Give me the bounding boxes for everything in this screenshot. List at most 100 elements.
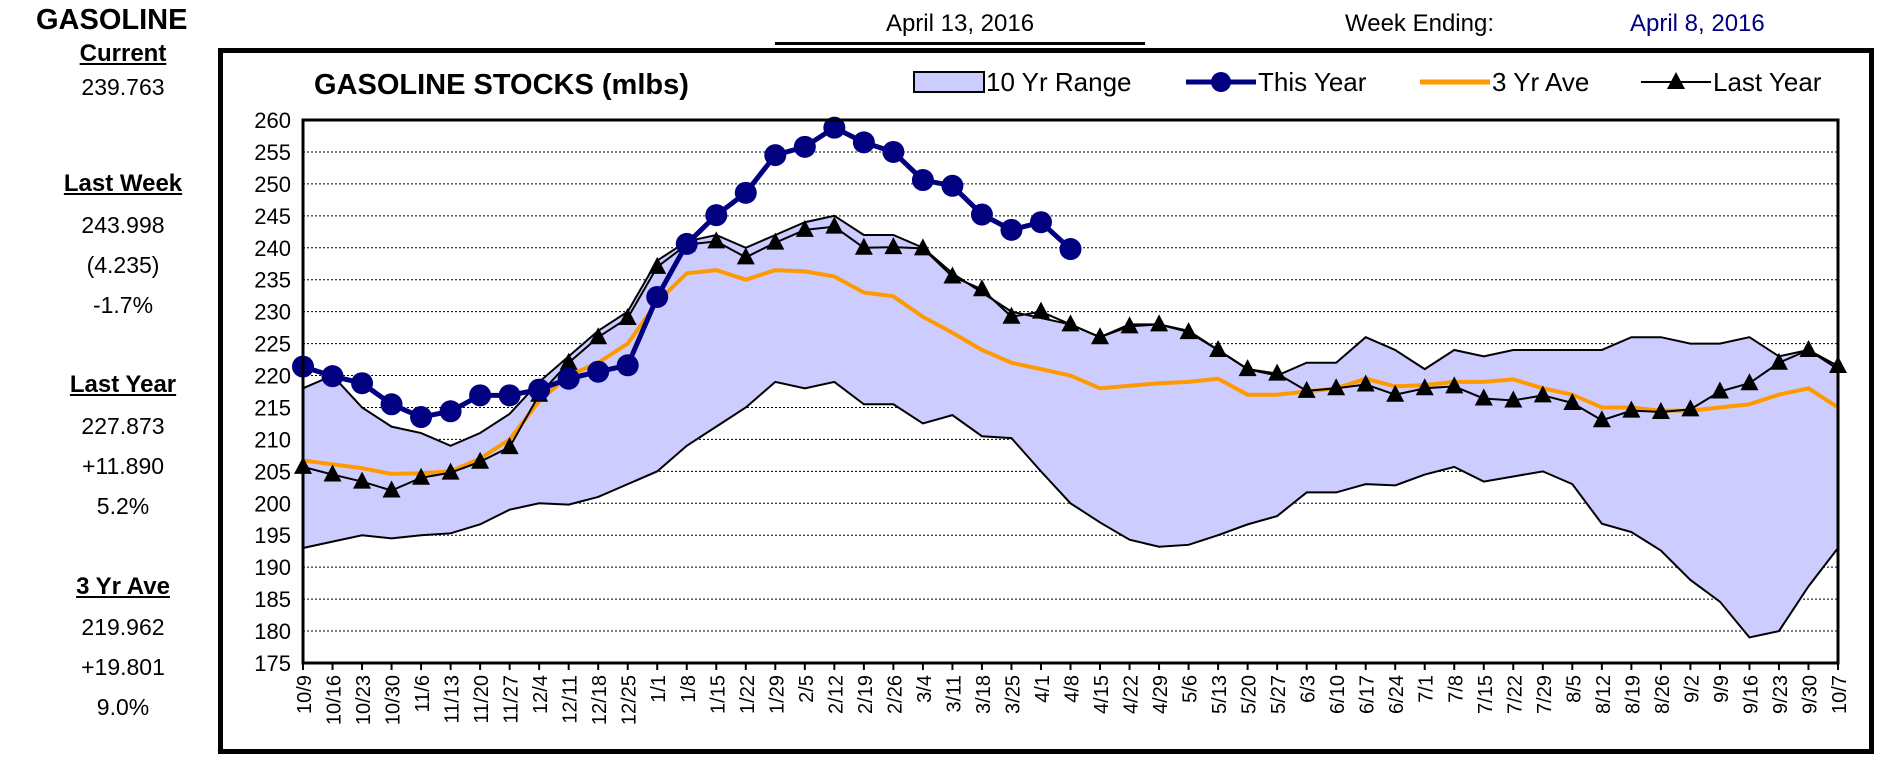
x-tick-label: 4/22: [1121, 675, 1143, 714]
last-year-point: [913, 238, 932, 256]
x-tick-label: 7/29: [1534, 675, 1556, 714]
last-year-point: [353, 471, 372, 489]
this-year-point: [882, 140, 905, 163]
y-tick-label: 210: [254, 427, 291, 452]
x-tick-label: 11/27: [501, 675, 523, 724]
this-year-point: [675, 232, 698, 255]
last-year-point: [441, 462, 460, 480]
y-tick-label: 200: [254, 491, 291, 516]
last-year-point: [1651, 401, 1670, 419]
x-tick-label: 8/12: [1593, 675, 1615, 714]
x-tick-label: 3/18: [973, 675, 995, 714]
x-tick-label: 6/3: [1298, 675, 1320, 703]
x-tick-label: 6/24: [1386, 675, 1408, 714]
legend-swatch-range: [913, 71, 985, 93]
last-year-point: [1504, 390, 1523, 408]
last-year-value: 227.873: [81, 413, 165, 439]
x-tick-label: 3/25: [1002, 675, 1024, 714]
last-year-point: [1031, 301, 1050, 319]
last-year-point: [1710, 381, 1729, 399]
last-year-point: [1622, 400, 1641, 418]
legend-marker-this-year: [1211, 72, 1231, 92]
last-year-point: [1150, 314, 1169, 332]
last-week-change: (4.235): [86, 252, 160, 278]
this-year-point: [646, 285, 669, 308]
x-tick-label: 1/29: [766, 675, 788, 714]
x-tick-label: 5/13: [1209, 675, 1231, 714]
y-tick-label: 205: [254, 459, 291, 484]
week-ending-label: Week Ending:: [1345, 10, 1494, 37]
last-year-point: [1769, 352, 1788, 370]
last-year-point: [972, 279, 991, 297]
this-year-point: [1059, 238, 1082, 261]
y-tick-label: 195: [254, 523, 291, 548]
this-year-point: [941, 174, 964, 197]
x-tick-label: 8/19: [1622, 675, 1644, 714]
last-year-point: [1415, 378, 1434, 396]
three-yr-label: 3 Yr Ave: [76, 573, 170, 600]
last-year-point: [1120, 316, 1139, 334]
last-year-point: [795, 219, 814, 237]
three-yr-pct: 9.0%: [96, 694, 150, 720]
x-tick-label: 3/4: [914, 675, 936, 703]
this-year-point: [616, 354, 639, 377]
last-year-change: +11.890: [81, 453, 165, 479]
legend-marker-last-year: [1667, 72, 1685, 89]
x-tick-label: 9/30: [1799, 675, 1821, 714]
three-yr-change: +19.801: [81, 654, 165, 680]
x-tick-label: 10/9: [294, 675, 316, 714]
last-year-point: [1445, 376, 1464, 394]
x-tick-label: 5/6: [1180, 675, 1202, 703]
this-year-point: [439, 400, 462, 423]
y-tick-label: 180: [254, 619, 291, 644]
x-tick-label: 1/22: [737, 675, 759, 714]
x-tick-label: 6/17: [1357, 675, 1379, 714]
last-year-point: [943, 266, 962, 284]
this-year-point: [321, 365, 344, 388]
current-value: 239.763: [81, 74, 165, 100]
this-year-point: [823, 116, 846, 139]
chart-title: GASOLINE STOCKS (mlbs): [314, 69, 689, 101]
last-year-point: [1681, 399, 1700, 417]
this-year-point: [852, 131, 875, 154]
x-tick-label: 5/27: [1268, 675, 1290, 714]
x-tick-label: 6/10: [1327, 675, 1349, 714]
y-tick-label: 260: [254, 108, 291, 133]
x-tick-label: 8/5: [1563, 675, 1585, 703]
x-tick-label: 2/5: [796, 675, 818, 703]
y-tick-label: 240: [254, 236, 291, 261]
this-year-point: [587, 360, 610, 383]
this-year-point: [764, 144, 787, 167]
last-year-point: [1209, 339, 1228, 357]
last-year-label: Last Year: [69, 371, 177, 398]
x-tick-label: 4/1: [1032, 675, 1054, 703]
last-year-point: [1386, 384, 1405, 402]
report-date: April 13, 2016: [775, 10, 1145, 45]
y-tick-label: 235: [254, 268, 291, 293]
this-year-point: [1000, 218, 1023, 241]
last-year-point: [1592, 410, 1611, 428]
x-tick-label: 12/11: [560, 675, 582, 724]
last-year-point: [854, 237, 873, 255]
x-tick-label: 9/16: [1740, 675, 1762, 714]
range-band: [303, 215, 1838, 638]
last-week-value: 243.998: [81, 212, 165, 238]
y-tick-label: 220: [254, 364, 291, 389]
x-tick-label: 1/1: [648, 675, 670, 703]
x-tick-label: 10/16: [324, 675, 346, 725]
this-year-point: [410, 406, 433, 429]
x-tick-label: 11/6: [412, 675, 434, 712]
x-tick-label: 9/2: [1681, 675, 1703, 703]
this-year-point: [793, 135, 816, 158]
last-year-point: [589, 327, 608, 345]
last-year-point: [618, 308, 637, 326]
current-label: Current: [79, 40, 167, 67]
this-year-point: [557, 367, 580, 390]
x-tick-label: 12/18: [589, 675, 611, 725]
legend-label-3-yr-ave: 3 Yr Ave: [1492, 67, 1589, 97]
y-tick-label: 190: [254, 555, 291, 580]
x-tick-label: 11/20: [471, 675, 493, 724]
this-year-point: [528, 378, 551, 401]
last-year-point: [825, 216, 844, 234]
this-year-point: [498, 384, 521, 407]
